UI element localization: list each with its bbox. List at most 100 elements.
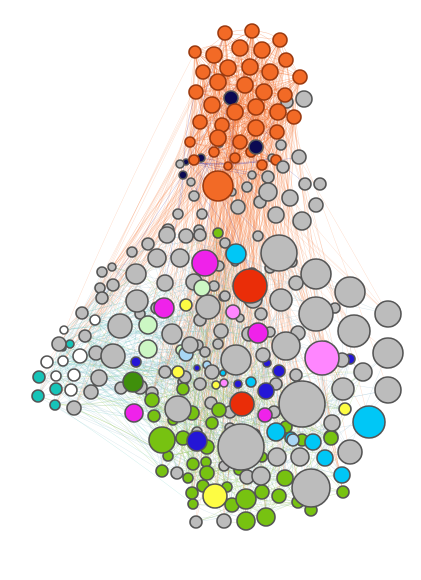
gray-node — [219, 290, 231, 302]
gray-node — [241, 181, 253, 193]
magenta-node — [247, 322, 269, 344]
graph-edge — [55, 306, 209, 377]
orange-node — [229, 152, 241, 164]
graph-edge — [222, 59, 287, 298]
blue-node — [233, 379, 243, 389]
graph-edge — [73, 374, 174, 421]
orange-node — [208, 146, 220, 158]
orange-node — [256, 159, 268, 171]
graph-edge — [84, 124, 223, 337]
gray-node — [230, 199, 246, 215]
orange-node — [244, 23, 260, 39]
gray-node — [313, 177, 327, 191]
gray-node — [188, 190, 200, 202]
orange-node — [247, 119, 265, 137]
graph-edge — [62, 360, 155, 417]
graph-edge — [38, 348, 149, 378]
orange-node — [192, 114, 208, 130]
gray-node — [178, 228, 194, 244]
gray-node — [83, 384, 99, 400]
navy-node — [248, 139, 264, 155]
gray-node — [175, 159, 185, 169]
graph-edge — [73, 374, 163, 472]
green-node — [235, 488, 257, 510]
red-node — [232, 268, 268, 304]
graph-edge — [99, 234, 168, 289]
graph-edge — [94, 319, 191, 346]
gray-node — [126, 246, 138, 258]
gray-node — [298, 177, 312, 191]
graph-edge — [151, 159, 195, 401]
gray-node — [213, 323, 229, 339]
gray-node — [275, 139, 287, 151]
graph-edge — [223, 84, 246, 384]
gray-node — [170, 466, 184, 480]
gray-node — [290, 447, 310, 467]
graph-edge — [217, 295, 226, 411]
graph-edge — [250, 381, 280, 497]
orange-node — [278, 52, 294, 68]
orange-node — [223, 161, 233, 171]
gray-node — [212, 338, 224, 350]
gray-node — [291, 468, 331, 508]
graph-edge — [164, 234, 201, 373]
gray-node — [260, 234, 298, 272]
gray-node — [308, 197, 324, 213]
graph-edge — [81, 243, 149, 314]
orange-node — [277, 87, 293, 103]
teal-node — [31, 389, 45, 403]
gray-node — [252, 230, 264, 242]
orange-node — [203, 96, 221, 114]
graph-edge — [99, 151, 215, 289]
gray-node — [141, 237, 155, 251]
graph-edge — [147, 345, 287, 351]
graph-edge — [189, 131, 278, 143]
gray-node — [161, 323, 183, 345]
gray-node — [220, 344, 252, 376]
gray-node — [193, 228, 207, 242]
graph-edge — [191, 333, 250, 414]
gray-node — [181, 336, 199, 354]
orange-node — [269, 124, 285, 140]
gray-node — [172, 208, 184, 220]
graph-edge — [54, 404, 194, 505]
orange-node — [209, 73, 227, 91]
graph-edge — [111, 266, 187, 306]
gray-node — [158, 365, 172, 379]
graph-edge — [132, 159, 195, 383]
graph-edge — [99, 71, 204, 289]
graph-edge — [54, 329, 65, 406]
green-node — [186, 457, 200, 471]
yellow-node — [338, 402, 352, 416]
gray-node — [337, 314, 371, 348]
gray-node — [125, 289, 149, 313]
orange-node — [219, 59, 237, 77]
graph-edge — [199, 104, 213, 236]
gray-node — [100, 343, 126, 369]
orange-node — [232, 134, 248, 150]
graph-edge — [211, 422, 326, 459]
gray-node — [193, 377, 207, 391]
orange-node — [188, 45, 202, 59]
graph-edge — [206, 364, 297, 376]
green-node — [254, 484, 270, 500]
graph-edge — [189, 141, 267, 392]
graph-edge — [70, 389, 178, 474]
green-node — [211, 402, 227, 418]
orange-node — [286, 109, 302, 125]
gray-node — [289, 368, 303, 382]
graph-edge — [58, 159, 195, 345]
gray-node — [107, 313, 133, 339]
blue-node — [272, 364, 286, 378]
green-node — [144, 392, 160, 408]
graph-edge — [199, 121, 246, 289]
orange-node — [188, 154, 200, 166]
graph-edge — [111, 30, 253, 268]
gray-node — [75, 306, 89, 320]
yellow-node — [179, 298, 193, 312]
cyan-node — [245, 376, 257, 388]
gray-node — [254, 307, 268, 321]
white-node — [64, 383, 78, 397]
graph-edge — [166, 234, 271, 333]
gray-node — [276, 160, 290, 174]
